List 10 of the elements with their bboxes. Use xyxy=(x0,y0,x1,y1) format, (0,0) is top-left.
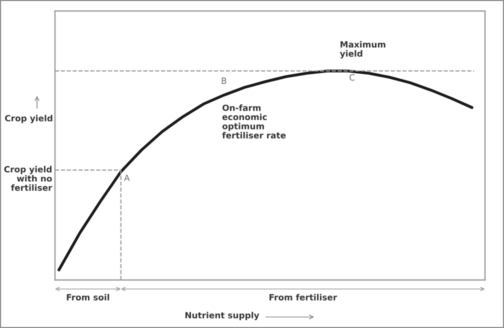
text: From soil xyxy=(66,294,110,300)
text: Maximum yield xyxy=(340,41,386,58)
annotation: A xyxy=(124,174,130,181)
annotation: On-farm economic optimum fertiliser rate xyxy=(222,104,286,138)
x-axis-title: Nutrient supply xyxy=(185,312,260,320)
text: From fertiliser xyxy=(270,294,338,300)
y-axis-title: Crop yield xyxy=(5,114,52,124)
ref-line-label: Crop yield with no fertiliser xyxy=(4,166,52,191)
annotation: C xyxy=(350,74,355,81)
annotation: B xyxy=(222,78,226,84)
